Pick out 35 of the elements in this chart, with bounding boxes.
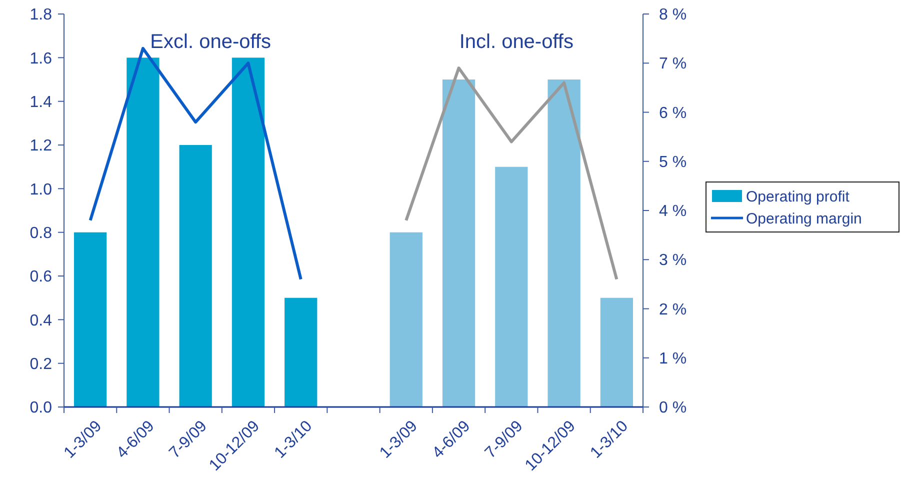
y-tick-label: 1.0 [30, 181, 52, 198]
bar [74, 232, 107, 407]
bar [390, 232, 422, 407]
bar [600, 298, 633, 407]
y-tick-label: 0.2 [30, 356, 52, 373]
line-series [404, 66, 618, 281]
y-tick-label: 1.8 [30, 6, 52, 24]
bar [284, 298, 318, 407]
line-series [88, 46, 302, 281]
legend-label: Operating margin [746, 210, 862, 228]
bar [495, 166, 528, 407]
y2-tick-label: 4 % [659, 203, 687, 220]
y2-tick-label: 8 % [659, 6, 687, 24]
legend-label: Operating profit [746, 188, 850, 206]
y2-tick-label: 1 % [659, 350, 687, 368]
y-tick-label: 0.8 [30, 224, 52, 242]
y2-tick-label: 5 % [659, 154, 687, 171]
annotation: Incl. one-offs [459, 31, 574, 53]
bar [126, 58, 160, 407]
bar [442, 80, 476, 407]
y2-tick-label: 7 % [659, 56, 687, 73]
bar [232, 58, 265, 407]
y-tick-label: 1.2 [30, 138, 52, 155]
annotation: Excl. one-offs [150, 31, 271, 53]
y-tick-label: 0.4 [30, 312, 52, 330]
y2-tick-label: 2 % [659, 301, 687, 318]
y-tick-label: 1.6 [30, 50, 52, 68]
y-tick-label: 0.6 [30, 268, 52, 286]
bar [548, 80, 580, 407]
y2-tick-label: 3 % [659, 252, 687, 270]
y2-tick-label: 0 % [659, 400, 687, 417]
bar [179, 145, 212, 407]
y-tick-label: 0.0 [30, 400, 52, 417]
y-tick-label: 1.4 [30, 94, 52, 111]
y2-tick-label: 6 % [659, 104, 687, 122]
